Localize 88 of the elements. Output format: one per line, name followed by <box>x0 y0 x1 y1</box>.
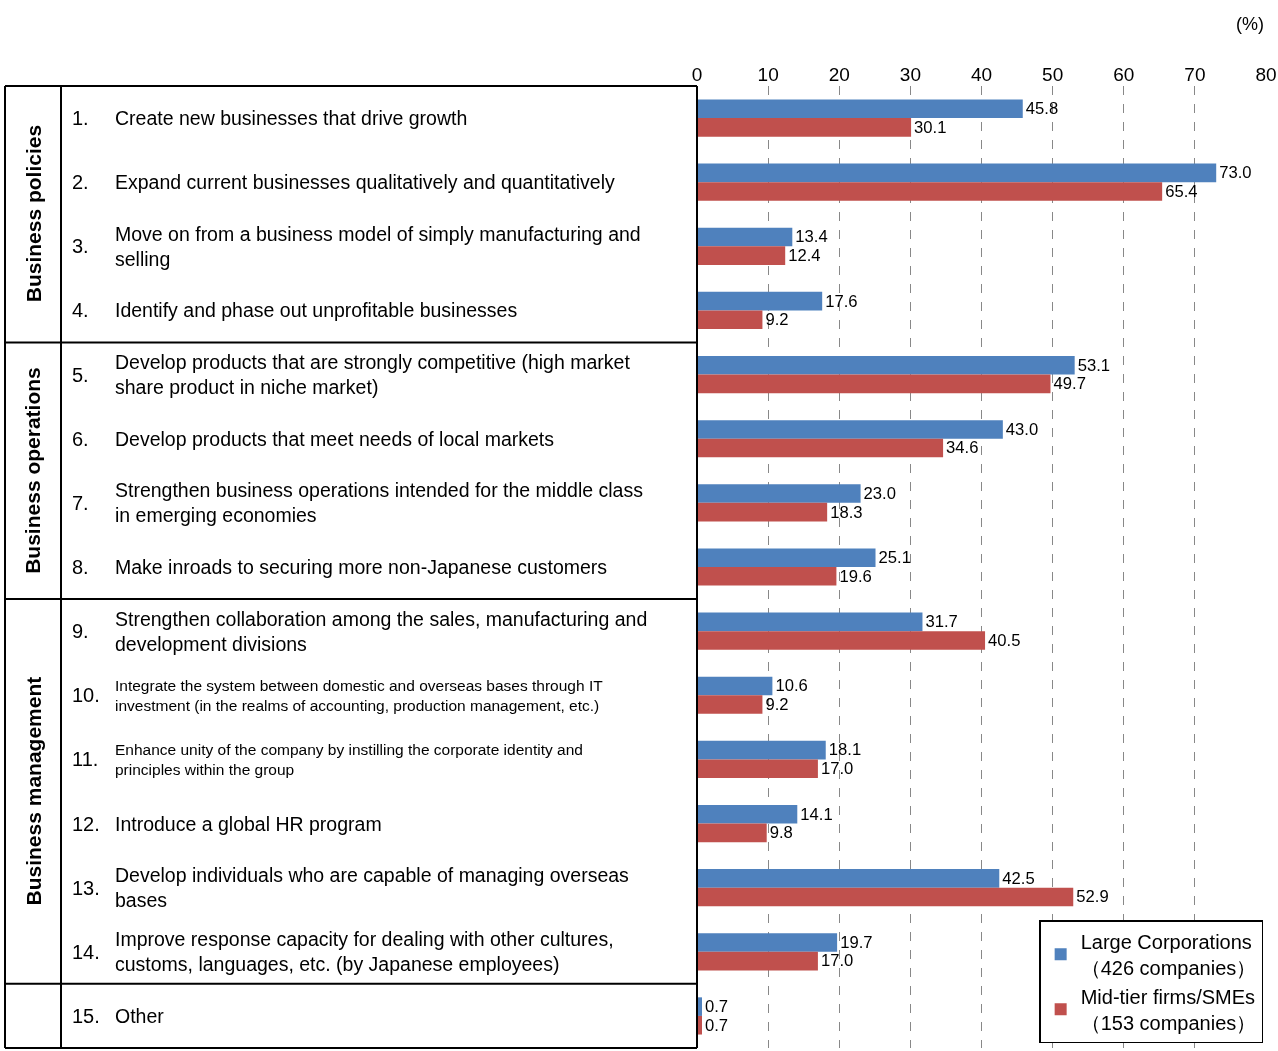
category-label: 8. Make inroads to securing more non-Japanese customers <box>72 556 608 578</box>
bar <box>697 933 838 952</box>
data-label: 25.1 <box>878 548 911 568</box>
y-tick-label: 15. Other <box>72 1005 165 1027</box>
bar <box>697 246 786 265</box>
bar <box>697 823 767 843</box>
category-label: 1. Create new businesses that drive growth <box>72 107 468 129</box>
data-label: 0.7 <box>704 1015 729 1035</box>
x-tick-label: 70 <box>1184 64 1206 86</box>
data-label: 52.9 <box>1076 887 1109 907</box>
y-tick-label: 12. Introduce a global HR program <box>72 813 382 835</box>
bar <box>697 612 923 632</box>
bar <box>697 374 1051 394</box>
bar <box>697 438 944 458</box>
x-tick-label: 20 <box>828 64 850 86</box>
x-tick-label: 50 <box>1042 64 1064 86</box>
data-label: 17.0 <box>820 951 854 971</box>
bar <box>697 759 818 778</box>
bar <box>697 420 1003 439</box>
legend-label: Large Corporations （426 companies） <box>1080 930 1257 979</box>
y-tick-label: 11. Enhance unity of the company by instilling the corporate identity and principles within the group <box>72 741 583 779</box>
data-label: 18.3 <box>830 502 863 522</box>
bar <box>697 356 1075 375</box>
bar <box>697 567 837 586</box>
bar <box>697 887 1074 907</box>
x-tick-label: 30 <box>899 64 921 86</box>
data-label: 42.5 <box>1002 868 1035 888</box>
bar <box>697 869 1000 888</box>
category-label: 3. Move on from a business model of simply manufacturing and selling <box>72 223 641 271</box>
bar <box>697 310 763 330</box>
x-tick-label: 0 <box>691 64 703 86</box>
bar <box>697 740 826 760</box>
category-label: 6. Develop products that meet needs of local markets <box>72 428 554 450</box>
data-label: 9.2 <box>765 310 789 330</box>
data-label: 49.7 <box>1053 374 1086 394</box>
data-label: 12.4 <box>788 246 821 266</box>
bar <box>697 695 763 714</box>
data-label: 53.1 <box>1077 355 1111 375</box>
bar <box>697 182 1163 201</box>
category-label: 4. Identify and phase out unprofitable businesses <box>72 299 518 321</box>
data-label: 45.8 <box>1025 99 1059 119</box>
data-label: 73.0 <box>1219 163 1252 183</box>
data-label: 14.1 <box>800 804 833 824</box>
data-label: 65.4 <box>1165 181 1198 201</box>
data-label: 19.7 <box>840 932 873 952</box>
x-tick-label: 40 <box>970 64 993 86</box>
data-label: 19.6 <box>839 566 872 586</box>
data-label: 30.1 <box>914 117 947 137</box>
bar <box>697 291 823 311</box>
category-label: 9. Strengthen collaboration among the sales, manufacturing and development divisions <box>72 608 648 656</box>
category-label: 2. Expand current businesses qualitatively and quantitatively <box>72 171 615 193</box>
bar <box>697 502 828 522</box>
data-label: 31.7 <box>925 612 958 632</box>
legend-label: Mid-tier firms/SMEs （153 companies） <box>1080 985 1257 1034</box>
data-label: 40.5 <box>988 630 1021 650</box>
data-label: 18.1 <box>828 740 862 760</box>
bar <box>697 548 876 567</box>
x-tick-label: 60 <box>1113 64 1135 86</box>
text: Business policies <box>21 124 45 303</box>
data-label: 10.6 <box>775 676 808 696</box>
text: Business operations <box>21 367 45 574</box>
y-tick-label: 14. Improve response capacity for dealing with other cultures, customs, languages, etc. (by Japanese employees) <box>72 928 614 976</box>
data-label: 17.0 <box>820 759 854 779</box>
data-label: 43.0 <box>1005 419 1039 439</box>
bar <box>697 227 793 247</box>
bar <box>697 99 1023 119</box>
x-tick-label: 80 <box>1255 64 1277 86</box>
text: (%) <box>1236 14 1264 34</box>
bar <box>697 484 861 503</box>
data-label: 9.8 <box>769 823 793 843</box>
category-label: 5. Develop products that are strongly competitive (high market share product in niche market) <box>72 351 630 399</box>
category-label: 7. Strengthen business operations intended for the middle class in emerging economies <box>72 479 643 527</box>
data-label: 34.6 <box>946 438 979 458</box>
data-label: 0.7 <box>704 997 729 1017</box>
bar <box>697 118 912 137</box>
y-tick-label: 13. Develop individuals who are capable of managing overseas bases <box>72 864 630 912</box>
text: Business management <box>21 676 45 906</box>
bar <box>697 951 818 971</box>
x-tick-label: 10 <box>757 64 779 86</box>
data-label: 23.0 <box>863 483 896 503</box>
bar <box>697 676 773 696</box>
data-label: 9.2 <box>765 694 789 714</box>
data-label: 17.6 <box>825 291 858 311</box>
bar <box>697 804 798 824</box>
bar <box>697 163 1217 183</box>
data-label: 13.4 <box>795 227 828 247</box>
y-tick-label: 10. Integrate the system between domestic and overseas bases through IT investment (in the realms of accounting, production management, etc.) <box>72 677 604 715</box>
bar <box>697 631 986 650</box>
